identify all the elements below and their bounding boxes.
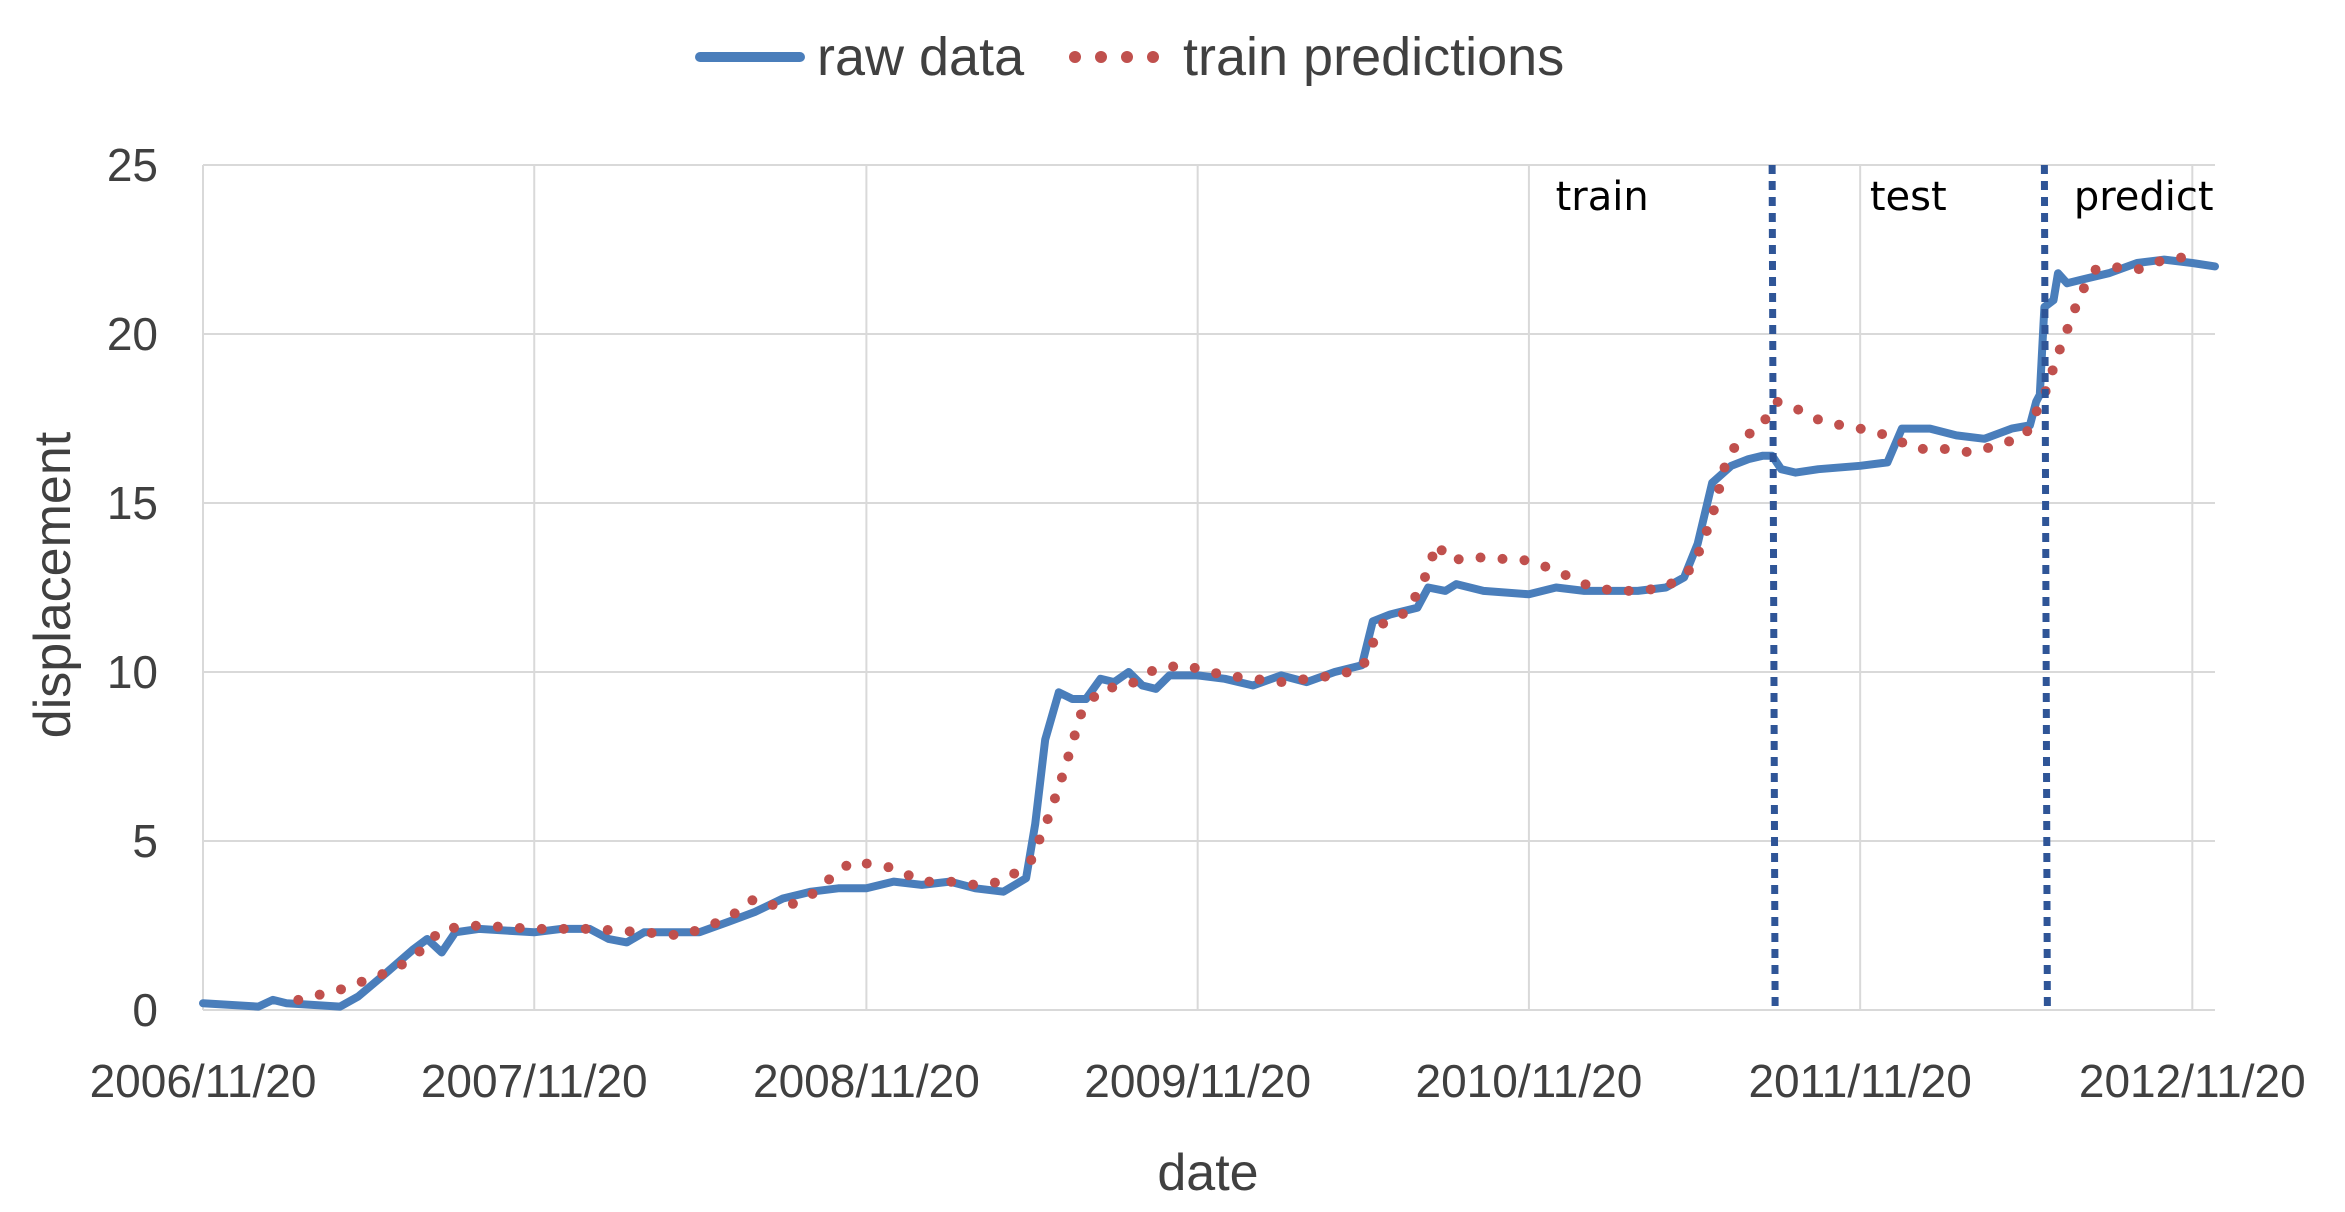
region-label-predict: predict <box>2074 174 2214 220</box>
data-point <box>366 979 368 981</box>
x-tick-label: 2009/11/20 <box>1084 1055 1311 1107</box>
legend-label-raw-data: raw data <box>817 27 1025 87</box>
legend-swatch-train-predictions <box>1069 51 1159 63</box>
data-point <box>1738 438 1740 440</box>
legend-dot <box>1147 51 1159 63</box>
y-tick-labels: 0 5 10 15 20 25 <box>107 139 158 1036</box>
x-tick-label: 2011/11/20 <box>1748 1055 1971 1107</box>
legend-dot <box>1069 51 1081 63</box>
region-divider <box>2040 164 2051 1011</box>
x-tick-label: 2007/11/20 <box>421 1055 648 1107</box>
data-point <box>1100 688 1102 690</box>
data-point <box>1997 445 1999 447</box>
data-point <box>1183 664 1185 666</box>
legend-dot <box>1121 51 1133 63</box>
y-tick-label: 5 <box>132 815 158 867</box>
series-line-train-predictions <box>293 251 2198 1005</box>
legend-dot <box>1095 51 1107 63</box>
region-label-test: test <box>1870 174 1947 220</box>
data-point <box>1915 448 1917 450</box>
region-label-train: train <box>1556 174 1649 220</box>
data-point <box>852 860 854 862</box>
series-layer <box>199 251 2219 1011</box>
y-tick-label: 15 <box>107 477 158 529</box>
y-tick-label: 10 <box>107 646 158 698</box>
data-point <box>1473 556 1475 558</box>
grid <box>202 164 2215 1011</box>
y-tick-label: 25 <box>107 139 158 191</box>
data-point <box>1427 570 1429 572</box>
x-tick-labels: 2006/11/20 2007/11/20 2008/11/20 2009/11/20… <box>90 1055 2306 1107</box>
data-point <box>2080 292 2082 294</box>
legend-label-train-predictions: train predictions <box>1183 27 1564 87</box>
data-point <box>1758 428 1760 430</box>
data-point <box>1002 881 1004 883</box>
x-tick-label: 2012/11/20 <box>2079 1055 2306 1107</box>
region-divider <box>1768 164 1779 1011</box>
data-point <box>1555 570 1557 572</box>
y-tick-label: 0 <box>132 984 158 1036</box>
data-point <box>1449 559 1451 561</box>
data-point <box>2108 265 2110 267</box>
data-point <box>1711 516 1713 518</box>
legend: raw data train predictions <box>695 27 1564 87</box>
series-line-raw-data <box>199 255 2219 1011</box>
x-tick-label: 2008/11/20 <box>753 1055 980 1107</box>
x-tick-label: 2010/11/20 <box>1415 1055 1642 1107</box>
y-tick-label: 20 <box>107 308 158 360</box>
x-axis-title: date <box>1157 1144 1258 1202</box>
region-dividers <box>1768 164 2051 1011</box>
data-point <box>837 870 839 872</box>
data-point <box>441 928 443 930</box>
data-point <box>1435 543 1437 545</box>
region-labels: train test predict <box>1556 174 2214 220</box>
x-tick-label: 2006/11/20 <box>90 1055 317 1107</box>
y-axis-title: displacement <box>24 431 82 738</box>
data-point <box>782 908 784 910</box>
